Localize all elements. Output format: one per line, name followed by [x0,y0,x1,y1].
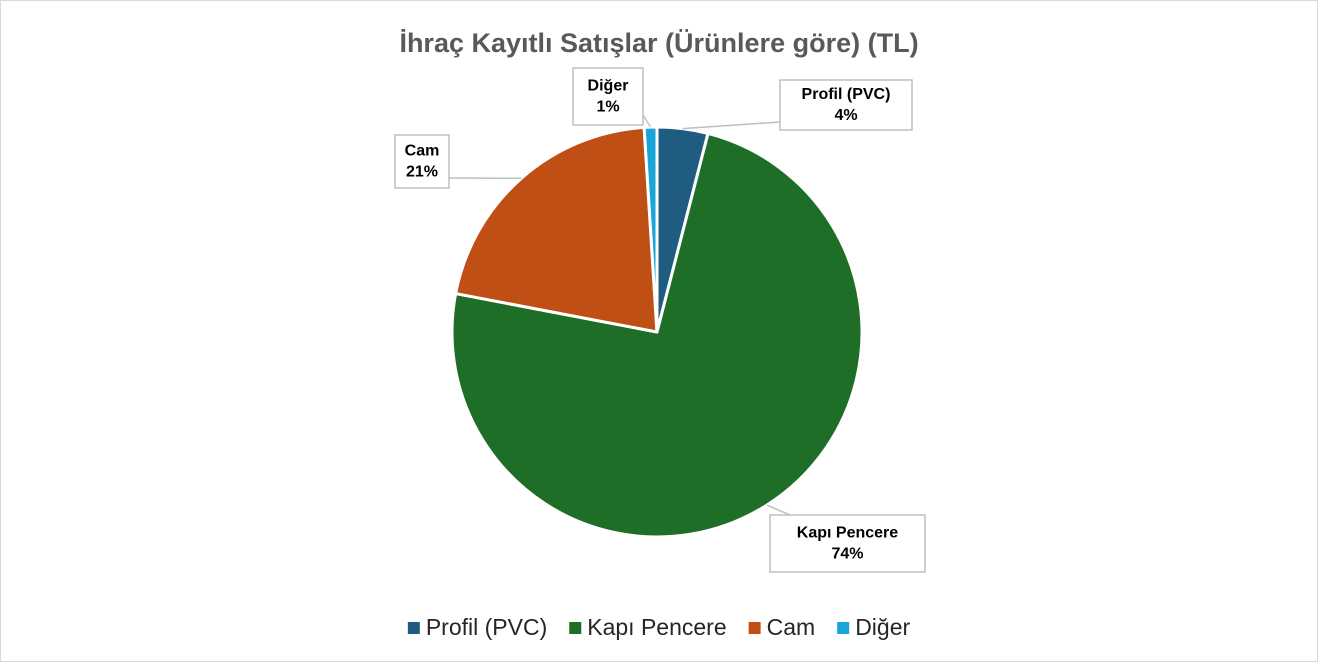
leader-line [682,121,781,130]
legend-label: Profil (PVC) [426,614,547,640]
legend-label: Kapı Pencere [587,614,726,640]
pie-slice [454,125,659,334]
legend-swatch [569,622,582,634]
leader-line [642,114,652,128]
data-label-value: 74% [831,546,863,563]
legend: Profil (PVC) Kapı Pencere Cam Diğer [407,614,910,640]
data-label-value: 1% [596,99,619,116]
data-label-value: 21% [406,164,438,181]
legend-swatch [837,622,850,634]
pie-slice [642,125,659,334]
data-label-box [394,134,450,189]
data-label-name: Cam [405,143,440,160]
data-label-value: 4% [834,107,857,124]
data-label-name: Diğer [588,78,629,95]
legend-label: Diğer [855,614,910,640]
data-label-name: Kapı Pencere [797,525,898,542]
legend-swatch [748,622,761,634]
legend-swatch [407,622,420,634]
data-label-box [769,514,926,573]
chart-title: İhraç Kayıtlı Satışlar (Ürünlere göre) (… [399,28,918,58]
data-label-box [779,79,913,131]
data-label-box [572,67,644,126]
legend-label: Cam [767,614,816,640]
leader-line [766,504,791,516]
data-label-name: Profil (PVC) [802,86,891,103]
